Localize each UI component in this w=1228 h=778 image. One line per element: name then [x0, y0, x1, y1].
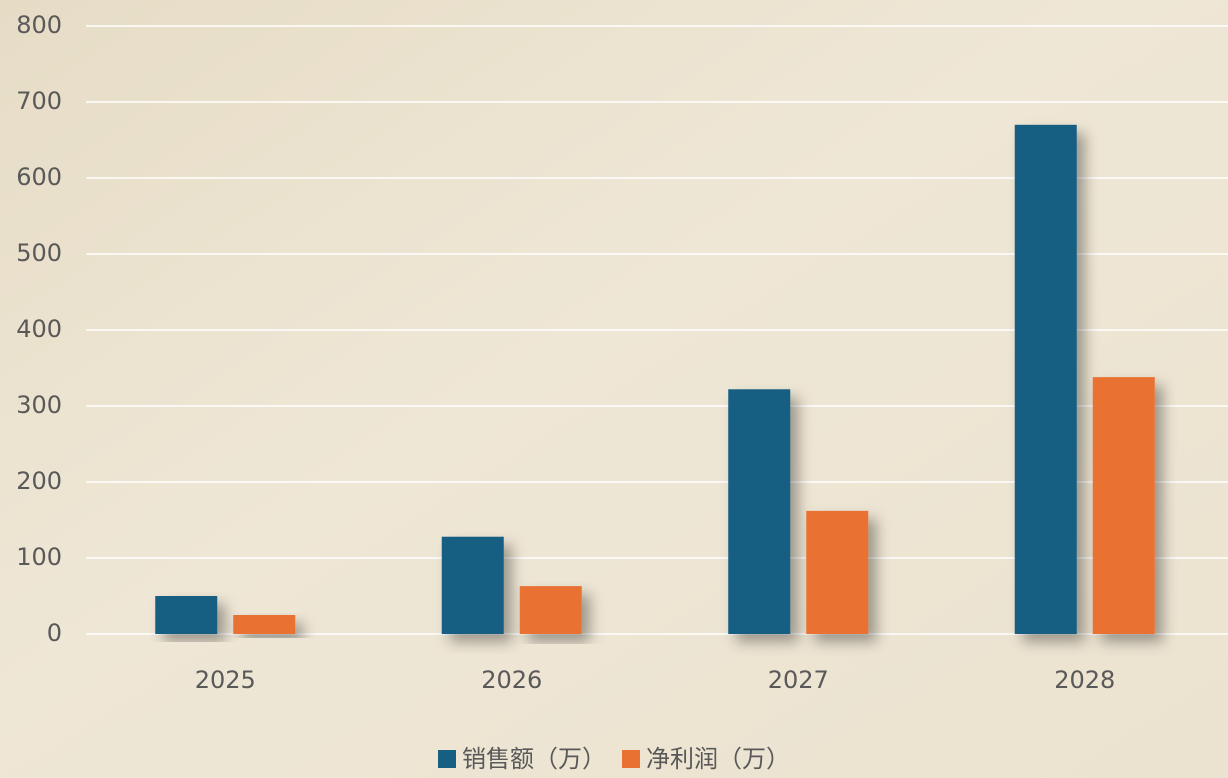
bar	[1092, 377, 1155, 634]
y-tick-label: 500	[16, 239, 62, 267]
legend-label: 销售额（万）	[462, 745, 606, 773]
y-tick-label: 800	[16, 11, 62, 39]
y-tick-label: 100	[16, 543, 62, 571]
y-tick-label: 600	[16, 163, 62, 191]
legend-label: 净利润（万）	[646, 745, 790, 773]
y-tick-label: 700	[16, 87, 62, 115]
x-tick-label: 2025	[195, 666, 256, 694]
bar	[233, 615, 296, 634]
y-tick-label: 300	[16, 391, 62, 419]
bar	[806, 510, 869, 634]
bar	[1014, 124, 1077, 635]
bar	[519, 586, 582, 634]
legend-swatch	[438, 750, 456, 768]
y-tick-label: 400	[16, 315, 62, 343]
x-tick-label: 2027	[768, 666, 829, 694]
x-tick-label: 2026	[481, 666, 542, 694]
legend-swatch	[622, 750, 640, 768]
bar	[155, 596, 218, 634]
x-tick-label: 2028	[1054, 666, 1115, 694]
y-tick-label: 0	[47, 619, 62, 647]
y-tick-label: 200	[16, 467, 62, 495]
bar	[441, 536, 504, 634]
bar	[728, 389, 791, 634]
